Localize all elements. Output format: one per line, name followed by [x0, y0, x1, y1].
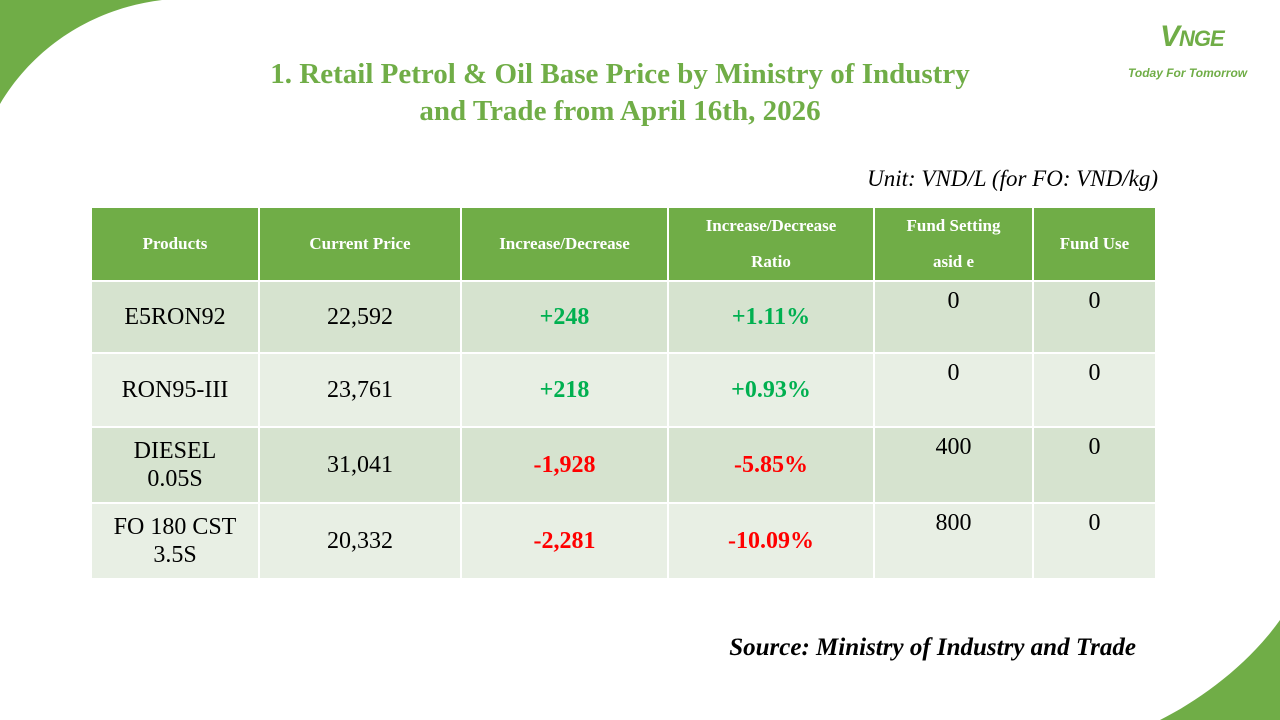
- price-table: Products Current Price Increase/Decrease…: [90, 206, 1157, 580]
- table-row: FO 180 CST 3.5S 20,332 -2,281 -10.09% 800…: [90, 502, 1157, 580]
- header-fund-use: Fund Use: [1032, 206, 1157, 282]
- header-current-price: Current Price: [258, 206, 462, 282]
- header-ratio: Increase/Decrease Ratio: [667, 206, 875, 282]
- product-line1: DIESEL: [133, 438, 217, 464]
- table-header-row: Products Current Price Increase/Decrease…: [90, 206, 1157, 282]
- cell-product: FO 180 CST 3.5S: [90, 502, 260, 580]
- cell-fund-use: 0: [1032, 352, 1157, 428]
- cell-fund-use: 0: [1032, 426, 1157, 504]
- product-line1: RON95-III: [121, 377, 229, 403]
- corner-leaf-bottom-right: [1160, 620, 1280, 720]
- unit-note: Unit: VND/L (for FO: VND/kg): [867, 166, 1158, 191]
- cell-current-price: 31,041: [258, 426, 462, 504]
- logo-mark: VNGE: [1160, 20, 1225, 54]
- cell-ratio: +1.11%: [667, 280, 875, 354]
- cell-current-price: 22,592: [258, 280, 462, 354]
- cell-fund-setting: 800: [873, 502, 1034, 580]
- product-line2: 3.5S: [153, 542, 197, 568]
- cell-current-price: 23,761: [258, 352, 462, 428]
- header-fund-setting: Fund Setting asid e: [873, 206, 1034, 282]
- cell-product: DIESEL 0.05S: [90, 426, 260, 504]
- page-title: 1. Retail Petrol & Oil Base Price by Min…: [120, 56, 1120, 130]
- title-line-1: 1. Retail Petrol & Oil Base Price by Min…: [270, 58, 970, 90]
- header-products: Products: [90, 206, 260, 282]
- logo-tagline: Today For Tomorrow: [1128, 66, 1248, 80]
- cell-ratio: -10.09%: [667, 502, 875, 580]
- header-fund-setting-line2: asid e: [932, 252, 975, 271]
- cell-fund-use: 0: [1032, 502, 1157, 580]
- logo-mark-v: V: [1160, 20, 1180, 53]
- cell-change: +248: [460, 280, 669, 354]
- table-row: E5RON92 22,592 +248 +1.11% 0 0: [90, 280, 1157, 354]
- logo-mark-rest: NGE: [1179, 26, 1225, 51]
- corner-leaf-top-left: [0, 0, 162, 104]
- product-line2: 0.05S: [147, 466, 203, 492]
- table-row: RON95-III 23,761 +218 +0.93% 0 0: [90, 352, 1157, 428]
- cell-fund-setting: 400: [873, 426, 1034, 504]
- header-ratio-line1: Increase/Decrease: [705, 216, 837, 235]
- product-line1: E5RON92: [124, 304, 226, 330]
- header-change: Increase/Decrease: [460, 206, 669, 282]
- cell-ratio: +0.93%: [667, 352, 875, 428]
- vnge-logo: VNGE Today For Tomorrow: [1126, 16, 1266, 86]
- cell-product: RON95-III: [90, 352, 260, 428]
- cell-current-price: 20,332: [258, 502, 462, 580]
- cell-change: +218: [460, 352, 669, 428]
- cell-product: E5RON92: [90, 280, 260, 354]
- title-line-2: and Trade from April 16th, 2026: [419, 95, 821, 127]
- source-note: Source: Ministry of Industry and Trade: [729, 634, 1136, 661]
- header-ratio-line2: Ratio: [751, 252, 791, 271]
- cell-fund-setting: 0: [873, 280, 1034, 354]
- header-fund-setting-line1: Fund Setting: [906, 216, 1001, 235]
- cell-ratio: -5.85%: [667, 426, 875, 504]
- product-line1: FO 180 CST: [113, 514, 237, 540]
- cell-fund-use: 0: [1032, 280, 1157, 354]
- cell-fund-setting: 0: [873, 352, 1034, 428]
- cell-change: -1,928: [460, 426, 669, 504]
- cell-change: -2,281: [460, 502, 669, 580]
- table-row: DIESEL 0.05S 31,041 -1,928 -5.85% 400 0: [90, 426, 1157, 504]
